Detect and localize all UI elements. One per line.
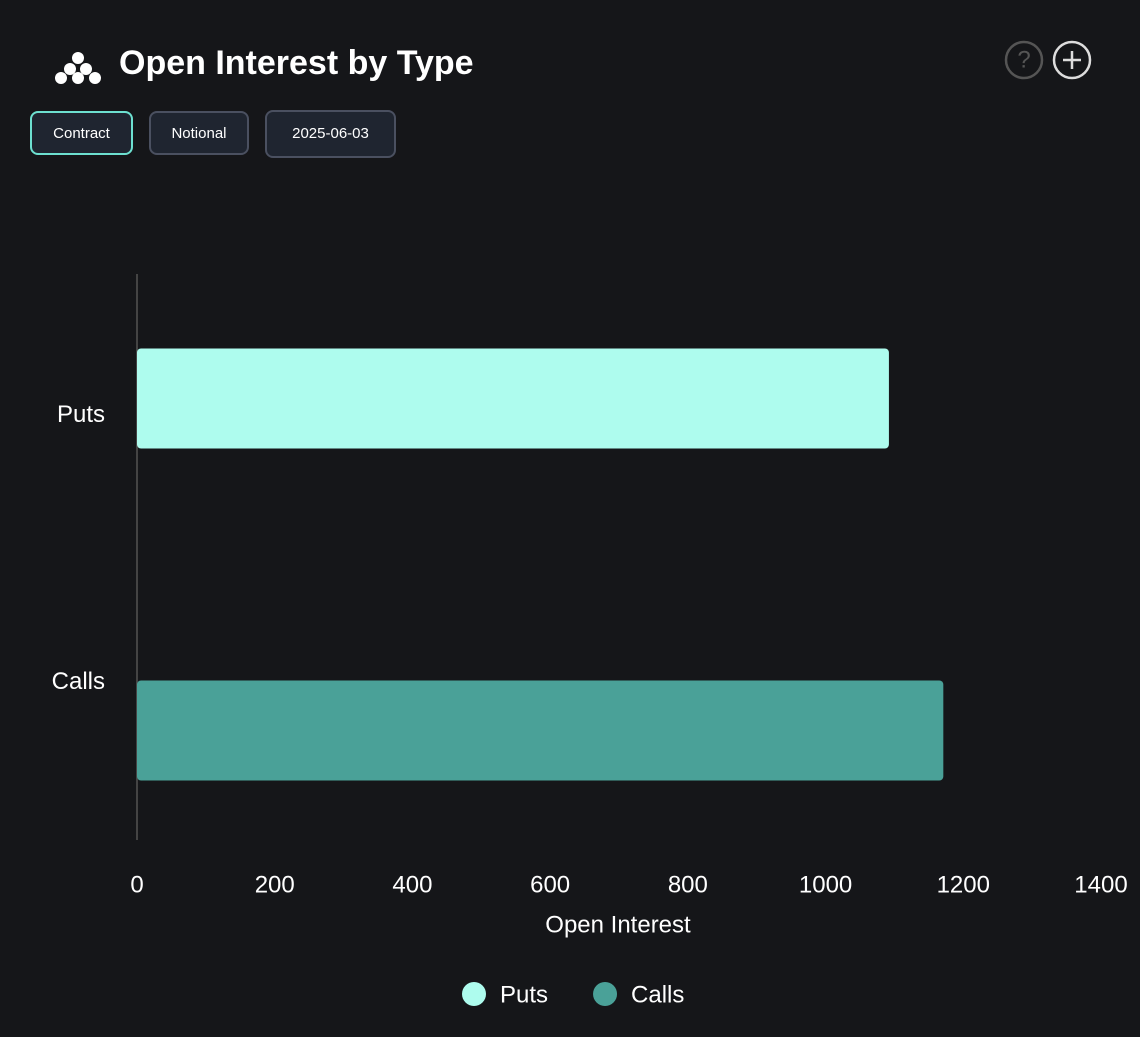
logo — [55, 52, 101, 84]
button-label: 2025-06-03 — [292, 125, 369, 142]
chart-title: Open Interest by Type — [119, 44, 474, 82]
legend-label: Calls — [631, 981, 684, 1008]
x-tick-label: 800 — [668, 871, 708, 898]
bar — [137, 348, 889, 449]
add-button[interactable] — [1052, 40, 1092, 80]
x-axis-label: Open Interest — [545, 911, 691, 938]
svg-text:?: ? — [1017, 46, 1030, 73]
contract-button[interactable]: Contract — [30, 111, 133, 155]
help-button[interactable]: ? — [1004, 40, 1044, 80]
y-tick-label: Calls — [52, 668, 105, 695]
legend-swatch — [593, 982, 618, 1006]
x-tick-label: 1000 — [799, 871, 852, 898]
y-tick-label: Puts — [57, 401, 105, 428]
x-tick-label: 200 — [255, 871, 295, 898]
x-tick-label: 0 — [130, 871, 143, 898]
bar — [137, 680, 944, 781]
button-label: Notional — [171, 125, 226, 142]
x-tick-label: 400 — [392, 871, 432, 898]
x-tick-label: 1200 — [937, 871, 990, 898]
notional-button[interactable]: Notional — [149, 111, 249, 155]
x-tick-label: 1400 — [1074, 871, 1127, 898]
button-label: Contract — [53, 125, 111, 142]
legend-swatch — [462, 982, 486, 1006]
legend-label: Puts — [500, 981, 548, 1008]
x-tick-label: 600 — [530, 871, 570, 898]
date-button[interactable]: 2025-06-03 — [265, 110, 396, 158]
